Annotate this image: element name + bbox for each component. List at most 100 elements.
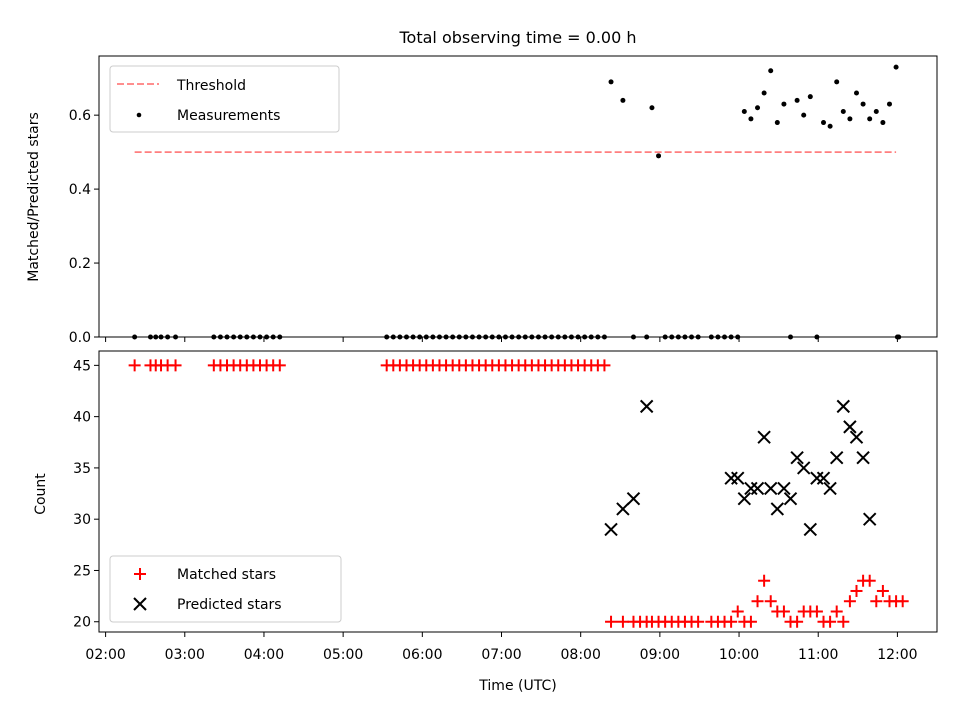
matched-star-point: [837, 615, 850, 628]
predicted-star-point: [790, 450, 804, 465]
matched-star-point: [764, 595, 777, 608]
ratio-y-axis-label: Matched/Predicted stars: [26, 112, 42, 282]
ratio-legend-box: [109, 65, 340, 133]
matched-star-point: [128, 359, 141, 372]
count-x-tick-label: 12:00: [877, 647, 917, 663]
measurement-point: [741, 108, 747, 114]
ratio-legend: Threshold Measurements: [109, 65, 340, 133]
measurement-point: [853, 90, 859, 96]
matched-star-point: [744, 615, 757, 628]
count-x-tick-label: 08:00: [561, 647, 601, 663]
measurement-point: [761, 90, 767, 96]
matched-star-point: [810, 605, 823, 618]
matched-star-point: [896, 595, 909, 608]
matched-star-point: [273, 359, 286, 372]
measurement-point: [794, 97, 800, 103]
measurement-point: [781, 101, 787, 107]
measurement-point: [860, 101, 866, 107]
count-legend: Matched stars Predicted stars: [109, 555, 342, 623]
measurement-point: [807, 94, 813, 100]
count-y-tick-label: 20: [73, 615, 91, 631]
measurement-point: [608, 79, 614, 85]
predicted-star-point: [604, 522, 618, 537]
measurement-point: [893, 64, 899, 70]
count-y-tick-label: 40: [73, 410, 91, 426]
count-y-tick-label: 30: [73, 512, 91, 528]
ratio-y-tick-label: 0.2: [69, 256, 91, 272]
matched-stars-legend-swatch: [134, 568, 146, 580]
count-x-tick-label: 06:00: [402, 647, 442, 663]
matched-star-point: [791, 615, 804, 628]
count-x-tick-label: 02:00: [85, 647, 125, 663]
count-x-tick-label: 05:00: [323, 647, 363, 663]
matched-star-point: [863, 574, 876, 587]
count-x-tick-label: 07:00: [481, 647, 521, 663]
measurement-point: [840, 108, 846, 114]
matched-star-point: [751, 595, 764, 608]
predicted-star-point: [764, 481, 778, 496]
measurement-point: [768, 68, 774, 74]
count-panel-frame: [98, 350, 938, 633]
ratio-y-tick-label: 0.0: [69, 330, 91, 346]
predicted-star-point: [777, 481, 791, 496]
predicted-star-point: [626, 491, 641, 506]
predicted-star-point: [639, 399, 654, 414]
matched-star-point: [598, 359, 611, 372]
predicted-star-point: [750, 481, 765, 496]
predicted-star-point: [757, 430, 771, 444]
matched-star-point: [876, 584, 889, 597]
count-panel: 20 25 30 35 40 45 02:00 03:00 04:00 05:00 06:00 07:…: [73, 358, 917, 663]
threshold-legend-label: Threshold: [176, 78, 246, 94]
measurement-point: [880, 120, 886, 126]
predicted-star-point: [849, 430, 864, 444]
measurement-point: [827, 123, 833, 129]
count-y-tick-label: 45: [73, 358, 91, 374]
measurement-point: [620, 97, 626, 103]
matched-star-point: [731, 605, 744, 618]
count-y-tick-label: 25: [73, 563, 91, 579]
measurement-point: [748, 116, 754, 122]
matched-star-point: [777, 605, 790, 618]
measurement-point: [847, 116, 853, 122]
count-x-tick-label: 10:00: [719, 647, 759, 663]
predicted-star-point: [862, 512, 877, 526]
measurement-point: [656, 153, 662, 159]
count-x-tick-label: 09:00: [640, 647, 680, 663]
predicted-star-point: [843, 420, 857, 434]
matched-star-point: [169, 359, 182, 372]
measurement-point: [801, 112, 807, 118]
ratio-y-tick-label: 0.6: [69, 108, 91, 124]
predicted-star-point: [816, 471, 831, 485]
predicted-star-point: [770, 502, 785, 516]
measurement-point: [886, 101, 892, 107]
chart-title: Total observing time = 0.00 h: [398, 28, 636, 47]
matched-star-point: [850, 584, 863, 597]
matched-star-point: [830, 605, 843, 618]
count-x-axis-label: Time (UTC): [478, 678, 556, 694]
matched-star-point: [605, 615, 618, 628]
predicted-star-point: [797, 461, 811, 475]
predicted-star-point: [731, 471, 745, 485]
matched-star-point: [870, 595, 883, 608]
measurement-point: [867, 116, 873, 122]
predicted-stars-legend-label: Predicted stars: [177, 597, 282, 613]
measurement-point: [649, 105, 655, 111]
count-y-tick-label: 35: [73, 461, 91, 477]
measurement-point: [755, 105, 761, 111]
matched-star-point: [692, 615, 705, 628]
matched-star-point: [725, 615, 738, 628]
measurements-legend-label: Measurements: [177, 108, 280, 124]
count-legend-box: [109, 555, 342, 623]
measurement-point: [873, 108, 879, 114]
matched-star-point: [824, 615, 837, 628]
predicted-star-point: [803, 522, 818, 537]
count-x-tick-label: 11:00: [798, 647, 838, 663]
predicted-star-point: [836, 399, 851, 414]
predicted-star-point: [783, 491, 798, 506]
measurement-point: [834, 79, 840, 85]
matched-stars-legend-label: Matched stars: [177, 567, 276, 583]
matched-star-point: [843, 595, 856, 608]
predicted-star-point: [829, 450, 844, 465]
measurement-point: [821, 120, 827, 126]
